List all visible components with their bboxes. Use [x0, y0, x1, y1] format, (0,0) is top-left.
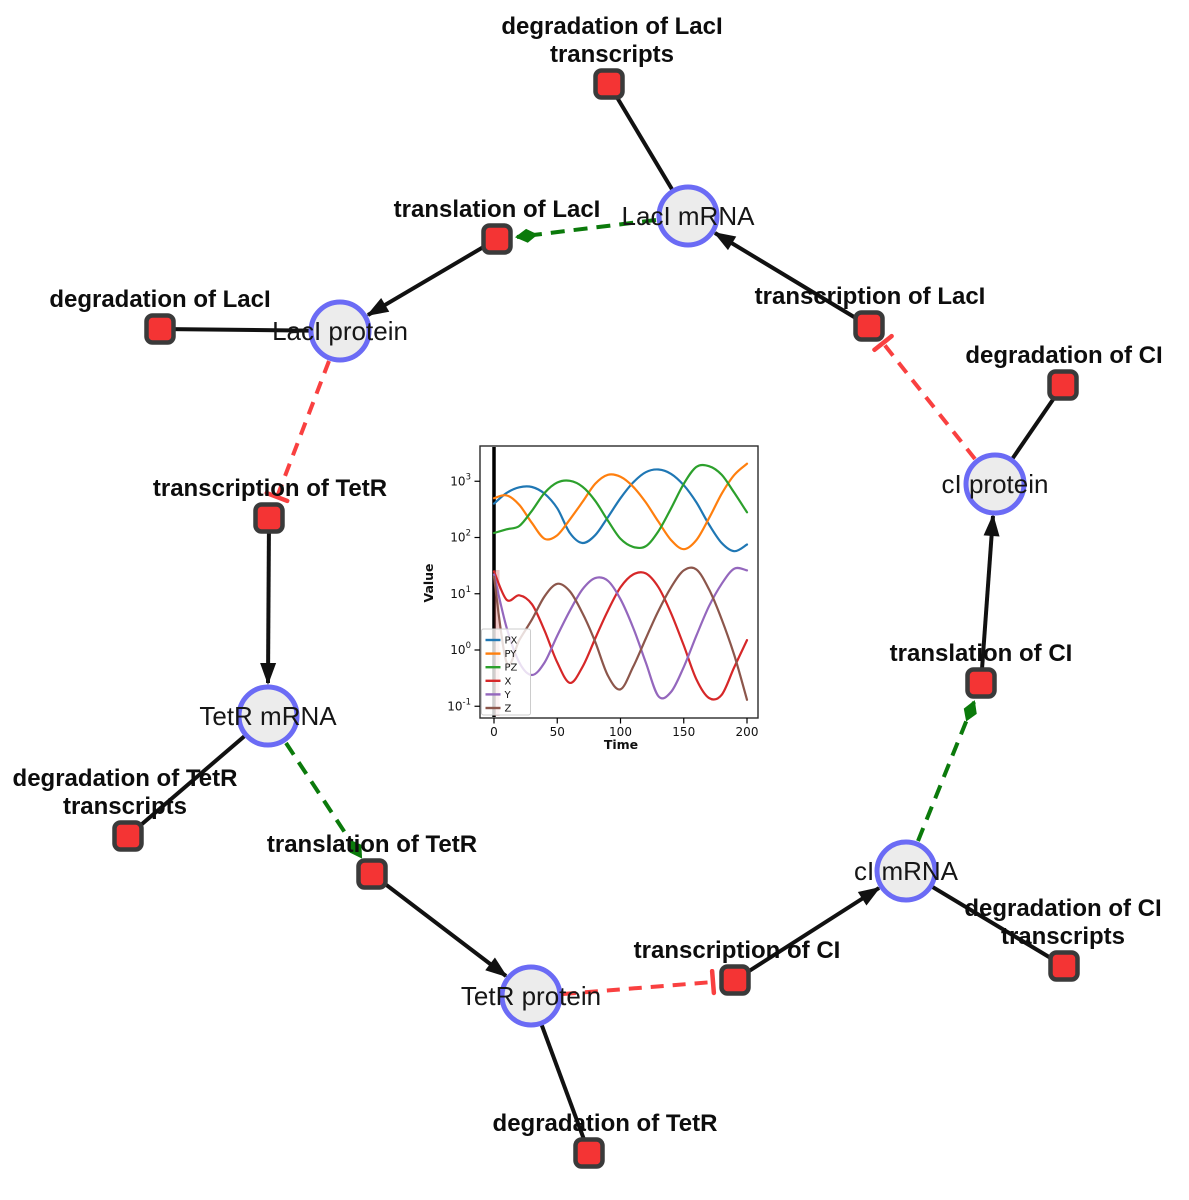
reaction-label-transcription-laci: transcription of LacI	[755, 283, 986, 310]
y-axis-label: Value	[421, 563, 436, 602]
reaction-node-degradation-laci	[144, 313, 176, 345]
reaction-label-degradation-laci-transcripts-line1: degradation of LacI	[501, 13, 722, 40]
plot-frame	[479, 445, 759, 719]
species-label-laci-mrna: LacI mRNA	[622, 201, 756, 231]
y-tick-label: 101	[450, 585, 471, 601]
reaction-label-transcription-tetr: transcription of TetR	[153, 475, 387, 502]
chart-series-PY	[492, 462, 749, 551]
reaction-node-degradation-ci	[1047, 369, 1079, 401]
legend-label-PY: PY	[505, 649, 518, 660]
chart-series-Z	[492, 566, 749, 701]
reaction-node-transcription-laci	[853, 310, 885, 342]
legend-label-X: X	[505, 676, 512, 687]
y-tick-label: 102	[450, 529, 471, 545]
reaction-node-degradation-ci-transcripts	[1048, 950, 1080, 982]
species-node-laci-protein	[308, 299, 372, 363]
edge-transcription-laci-to-laci-mrna	[713, 231, 871, 328]
reaction-node-degradation-laci-transcripts	[593, 68, 625, 100]
reaction-label-degradation-ci: degradation of CI	[965, 342, 1162, 369]
reaction-label-degradation-ci-transcripts-line2: transcripts	[1001, 923, 1125, 950]
reaction-label-degradation-ci-transcripts-line1: degradation of CI	[964, 895, 1161, 922]
x-tick-label: 200	[736, 725, 759, 739]
reaction-node-transcription-ci	[719, 964, 751, 996]
chart-series-PX	[492, 468, 749, 553]
legend-label-PX: PX	[505, 636, 518, 647]
reaction-label-translation-laci: translation of LacI	[394, 196, 601, 223]
species-node-tetr-mrna	[236, 684, 300, 748]
inset-chart: 0 50 100 150 200 10-1 100 101 102 103 PX PY PZ XYZ Ti…	[421, 445, 759, 752]
species-node-ci-mrna	[874, 839, 938, 903]
species-node-ci-protein	[963, 452, 1027, 516]
reaction-label-translation-tetr: translation of TetR	[267, 831, 477, 858]
reaction-node-degradation-tetr	[573, 1137, 605, 1169]
species-label-tetr-protein: TetR protein	[461, 981, 601, 1011]
chart-series-PZ	[492, 463, 749, 550]
legend-label-Y: Y	[504, 690, 512, 701]
edge-translation-ci-to-ci-protein	[979, 514, 1000, 684]
edge-laci-protein-inhibits-transcription-tetr	[277, 360, 331, 497]
x-tick-label: 150	[672, 725, 695, 739]
species-label-tetr-mrna: TetR mRNA	[199, 701, 337, 731]
network-nodes	[112, 68, 1080, 1169]
network-labels: LacI mRNA LacI protein cI protein TetR m…	[13, 13, 1163, 1137]
reaction-label-degradation-tetr-transcripts-line1: degradation of TetR	[13, 765, 238, 792]
reaction-label-degradation-laci-transcripts-line2: transcripts	[550, 41, 674, 68]
reaction-label-transcription-ci: transcription of CI	[634, 937, 841, 964]
edge-tetr-protein-inhibits-transcription-ci	[562, 982, 713, 996]
species-label-ci-protein: cI protein	[942, 469, 1049, 499]
reaction-node-transcription-tetr	[253, 502, 285, 534]
legend-label-Z: Z	[505, 704, 512, 715]
edge-translation-laci-to-laci-protein	[366, 237, 499, 317]
reaction-node-translation-tetr	[356, 858, 388, 890]
edge-translation-tetr-to-tetr-protein	[370, 872, 508, 978]
chart-series-Y	[492, 566, 749, 700]
species-label-ci-mrna: cI mRNA	[854, 856, 959, 886]
x-tick-label: 50	[550, 725, 565, 739]
reaction-label-degradation-laci: degradation of LacI	[49, 286, 270, 313]
edge-transcription-tetr-to-tetr-mrna	[260, 517, 277, 685]
reaction-node-translation-ci	[965, 667, 997, 699]
edge-ci-mrna-activates-translation-ci	[916, 700, 977, 842]
species-node-laci-mrna	[656, 184, 720, 248]
reaction-label-degradation-tetr: degradation of TetR	[493, 1110, 718, 1137]
edge-transcription-ci-to-ci-mrna	[733, 886, 881, 982]
x-tick-label: 100	[609, 725, 632, 739]
reaction-label-translation-ci: translation of CI	[890, 640, 1073, 667]
reaction-node-translation-laci	[481, 223, 513, 255]
y-tick-label: 10-1	[447, 697, 471, 713]
x-axis-label: Time	[604, 737, 638, 752]
edge-laci-mrna-activates-translation-laci	[515, 218, 657, 243]
species-node-tetr-protein	[499, 964, 563, 1028]
y-tick-label: 103	[450, 472, 471, 488]
reaction-label-degradation-tetr-transcripts-line2: transcripts	[63, 793, 187, 820]
y-tick-label: 100	[450, 641, 471, 657]
reaction-node-degradation-tetr-transcripts	[112, 820, 144, 852]
legend-label-PZ: PZ	[505, 663, 518, 674]
x-tick-label: 0	[490, 725, 498, 739]
edge-ci-protein-inhibits-transcription-laci	[883, 343, 977, 461]
species-label-laci-protein: LacI protein	[272, 316, 408, 346]
